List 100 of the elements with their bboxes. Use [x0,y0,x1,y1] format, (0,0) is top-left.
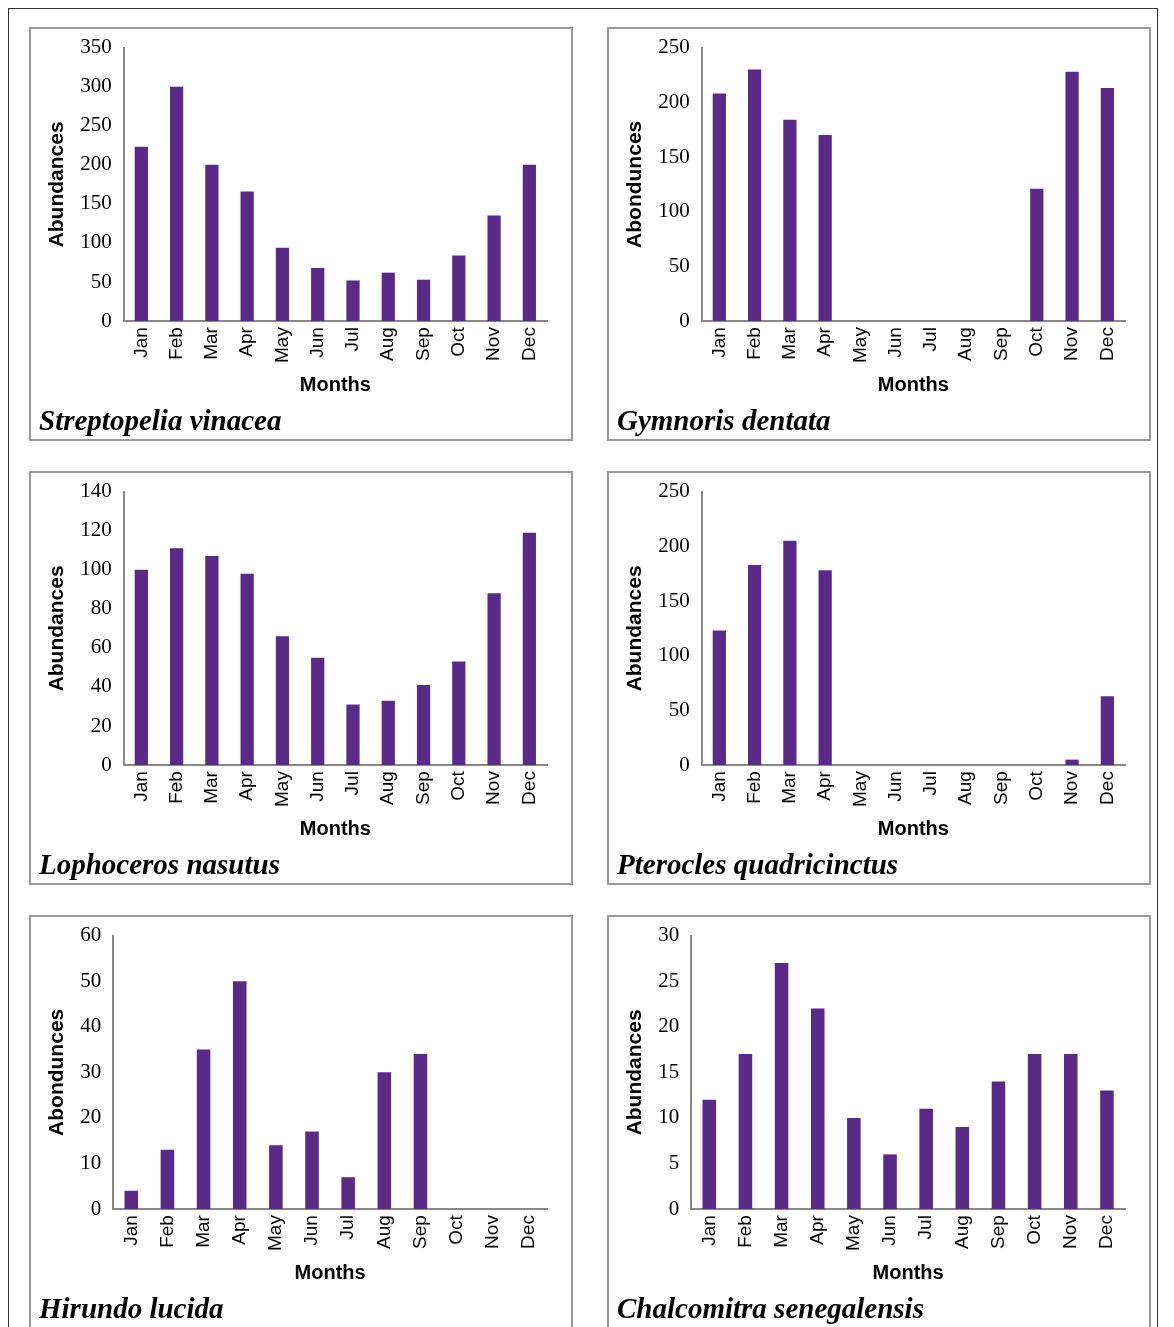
bar [1065,71,1079,322]
y-axis-title: Abondunces [622,120,646,248]
bar [452,661,466,766]
bar [1030,188,1044,322]
y-tick-label: 100 [80,229,112,254]
x-tick-label: Mar [778,326,800,360]
x-axis-title: Months [299,372,371,395]
x-tick-label: Oct [447,770,469,801]
x-tick-label: Oct [444,1214,466,1245]
bar [416,279,431,322]
x-axis-title: Months [877,816,949,839]
x-tick-label: Jul [914,1215,936,1240]
bar [346,704,360,766]
x-tick-label: Nov [1060,326,1082,361]
x-tick-label: Sep [989,771,1011,805]
bar [381,272,395,322]
x-tick-label: Jul [919,327,941,352]
x-tick-label: Jun [883,771,905,802]
x-tick-label: Dec [1095,327,1117,361]
x-axis-title: Months [877,372,949,395]
bar [748,564,762,766]
y-tick-label: 150 [658,587,690,612]
x-tick-label: Nov [1060,770,1082,805]
bar [240,573,254,766]
x-axis-title: Months [299,816,371,839]
x-tick-label: Mar [191,1214,213,1248]
text: Hirundo lucida [39,1292,224,1325]
bar [346,280,360,322]
x-tick-label: Nov [482,770,504,805]
y-axis-title: Abondunces [44,1008,68,1136]
y-tick-label: 120 [80,517,112,542]
bar [134,146,148,322]
text: Lophoceros nasutus [39,848,280,881]
bar [413,1054,428,1210]
y-tick-label: 0 [101,307,112,332]
x-tick-label: Aug [372,1215,394,1249]
bar [124,1190,139,1210]
y-tick-label: 200 [658,532,690,557]
bar [305,1131,319,1210]
x-tick-label: May [848,770,870,808]
x-tick-label: Sep [989,327,1011,361]
bar [1100,88,1114,322]
x-tick-label: Dec [1095,771,1117,805]
x-tick-label: Feb [742,327,764,360]
x-tick-label: Aug [376,771,398,805]
x-tick-label: Jun [300,1215,322,1246]
x-tick-label: Jul [341,327,363,352]
x-tick-label: Sep [408,1215,430,1249]
bar [240,191,254,322]
bar [487,215,501,322]
bar [311,267,325,322]
y-tick-label: 0 [668,1195,680,1220]
x-tick-label: Jul [336,1215,358,1240]
y-axis-title: Abundances [44,565,68,692]
y-tick-label: 60 [80,922,102,947]
text: Gymnoris dentata [617,404,831,437]
bar [1100,1090,1114,1210]
x-tick-label: Nov [482,326,504,361]
bar [160,1149,175,1210]
x-axis-title: Months [872,1260,944,1283]
bar [381,700,395,766]
x-tick-label: Nov [481,1214,503,1249]
y-tick-label: 50 [90,268,112,293]
bar [1027,1054,1042,1210]
x-tick-label: May [270,770,292,808]
bar [991,1081,1006,1210]
bar [232,981,247,1210]
x-axis-title: Months [294,1260,366,1283]
x-tick-label: Apr [227,1214,249,1245]
bar [522,532,536,766]
y-tick-label: 5 [668,1150,680,1175]
x-tick-label: Jun [305,327,327,358]
x-tick-label: Mar [200,326,222,360]
x-tick-label: Mar [778,770,800,804]
y-tick-label: 150 [80,190,112,215]
bar [702,1099,717,1210]
x-tick-label: Apr [235,326,257,357]
y-tick-label: 10 [658,1104,680,1129]
y-tick-label: 60 [90,634,112,659]
bar [134,569,148,766]
y-tick-label: 250 [80,112,112,137]
bar [712,93,726,322]
bar [783,119,797,322]
bar [452,255,466,322]
bar [275,636,290,766]
bar [269,1145,283,1210]
bar [205,164,219,322]
y-tick-label: 250 [658,34,690,59]
y-tick-label: 10 [80,1150,102,1175]
x-tick-label: Jan [707,771,729,802]
y-tick-label: 200 [658,88,690,113]
x-tick-label: Jan [119,1215,141,1246]
x-tick-label: Feb [742,771,764,804]
x-tick-label: May [264,1214,286,1252]
y-axis-title: Abundances [622,565,646,692]
x-tick-label: Jan [129,327,151,358]
x-tick-label: May [270,326,292,364]
x-tick-label: Aug [950,1215,972,1249]
bar [1065,759,1079,766]
bar [377,1072,392,1210]
